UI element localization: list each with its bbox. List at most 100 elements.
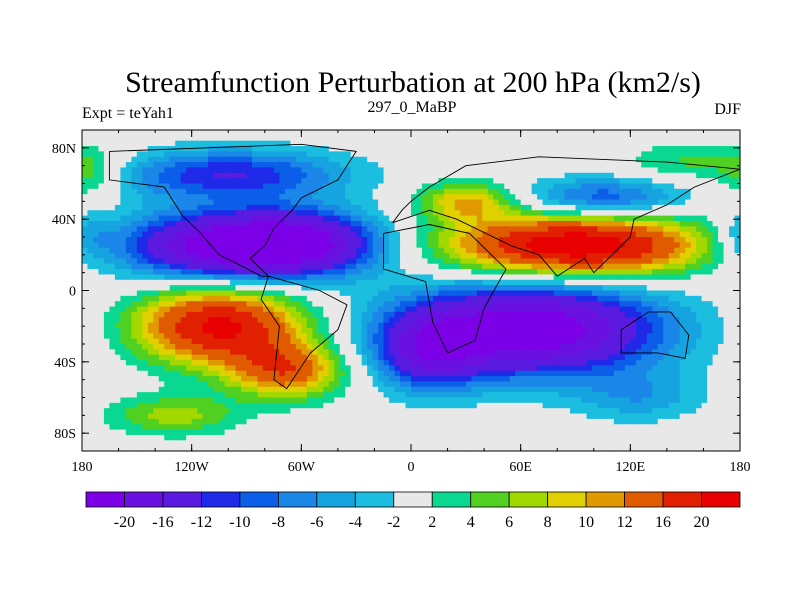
field-cell	[213, 151, 220, 158]
field-cell	[679, 274, 686, 281]
field-cell	[334, 204, 341, 211]
field-cell	[454, 311, 461, 318]
field-cell	[674, 183, 681, 190]
field-cell	[383, 344, 390, 350]
field-cell	[109, 146, 116, 152]
field-cell	[635, 130, 642, 136]
field-cell	[186, 172, 193, 179]
field-cell	[476, 322, 483, 329]
field-cell	[109, 274, 116, 281]
field-cell	[580, 220, 588, 227]
field-cell	[537, 156, 544, 163]
field-cell	[350, 322, 357, 329]
field-cell	[114, 183, 121, 190]
field-cell	[487, 167, 494, 174]
field-cell	[504, 162, 511, 169]
field-cell	[273, 306, 280, 313]
field-cell	[295, 156, 302, 163]
field-cell	[630, 290, 637, 297]
field-cell	[257, 327, 264, 334]
field-cell	[230, 237, 237, 243]
field-cell	[443, 290, 450, 297]
field-cell	[301, 146, 308, 152]
field-cell	[537, 162, 544, 169]
field-cell	[98, 322, 105, 329]
field-cell	[586, 344, 593, 350]
field-cell	[635, 156, 642, 163]
field-cell	[394, 322, 401, 329]
field-cell	[438, 253, 445, 259]
field-cell	[400, 210, 407, 217]
field-cell	[219, 135, 226, 142]
field-cell	[197, 237, 204, 243]
field-cell	[208, 130, 215, 136]
field-cell	[361, 135, 368, 142]
field-cell	[312, 162, 319, 169]
field-cell	[416, 269, 423, 276]
field-cell	[301, 338, 308, 345]
field-cell	[383, 210, 390, 217]
field-cell	[306, 140, 313, 147]
field-cell	[591, 204, 599, 211]
field-cell	[668, 290, 675, 297]
field-cell	[268, 322, 275, 329]
field-cell	[284, 295, 291, 302]
field-cell	[383, 135, 390, 142]
field-cell	[613, 151, 620, 158]
field-cell	[147, 317, 154, 324]
field-cell	[602, 146, 609, 152]
field-cell	[531, 215, 538, 222]
field-cell	[427, 301, 434, 308]
field-cell	[251, 306, 259, 313]
field-cell	[356, 188, 363, 195]
field-cell	[570, 269, 577, 276]
field-cell	[317, 146, 324, 152]
field-cell	[570, 327, 577, 334]
field-cell	[279, 204, 286, 211]
field-cell	[367, 258, 374, 265]
field-cell	[427, 140, 434, 147]
field-cell	[389, 231, 396, 238]
field-cell	[465, 167, 472, 174]
field-cell	[345, 151, 352, 158]
field-cell	[734, 130, 741, 136]
field-cell	[98, 167, 105, 174]
field-cell	[729, 285, 736, 292]
field-cell	[301, 140, 308, 147]
field-cell	[465, 151, 472, 158]
field-cell	[427, 247, 434, 254]
field-cell	[707, 130, 714, 136]
field-cell	[482, 253, 489, 259]
field-cell	[553, 317, 560, 324]
field-cell	[109, 140, 116, 147]
field-cell	[230, 301, 237, 308]
field-cell	[723, 231, 730, 238]
field-cell	[504, 183, 511, 190]
field-cell	[652, 167, 659, 174]
field-cell	[383, 242, 390, 249]
field-cell	[663, 151, 670, 158]
field-cell	[668, 204, 675, 211]
field-cell	[290, 135, 297, 142]
field-cell	[257, 269, 264, 276]
field-cell	[383, 269, 390, 276]
field-cell	[597, 258, 604, 265]
field-cell	[328, 140, 335, 147]
field-cell	[597, 279, 604, 286]
field-cell	[509, 263, 516, 270]
field-cell	[251, 317, 259, 324]
field-cell	[679, 269, 686, 276]
field-cell	[707, 301, 714, 308]
field-cell	[372, 167, 379, 174]
field-cell	[454, 146, 461, 152]
field-cell	[257, 317, 264, 324]
field-cell	[575, 204, 582, 211]
field-cell	[114, 338, 121, 345]
field-cell	[175, 263, 182, 270]
field-cell	[531, 146, 538, 152]
field-cell	[312, 263, 319, 270]
field-cell	[219, 130, 226, 136]
field-cell	[279, 285, 286, 292]
field-cell	[273, 162, 280, 169]
field-cell	[575, 338, 582, 345]
